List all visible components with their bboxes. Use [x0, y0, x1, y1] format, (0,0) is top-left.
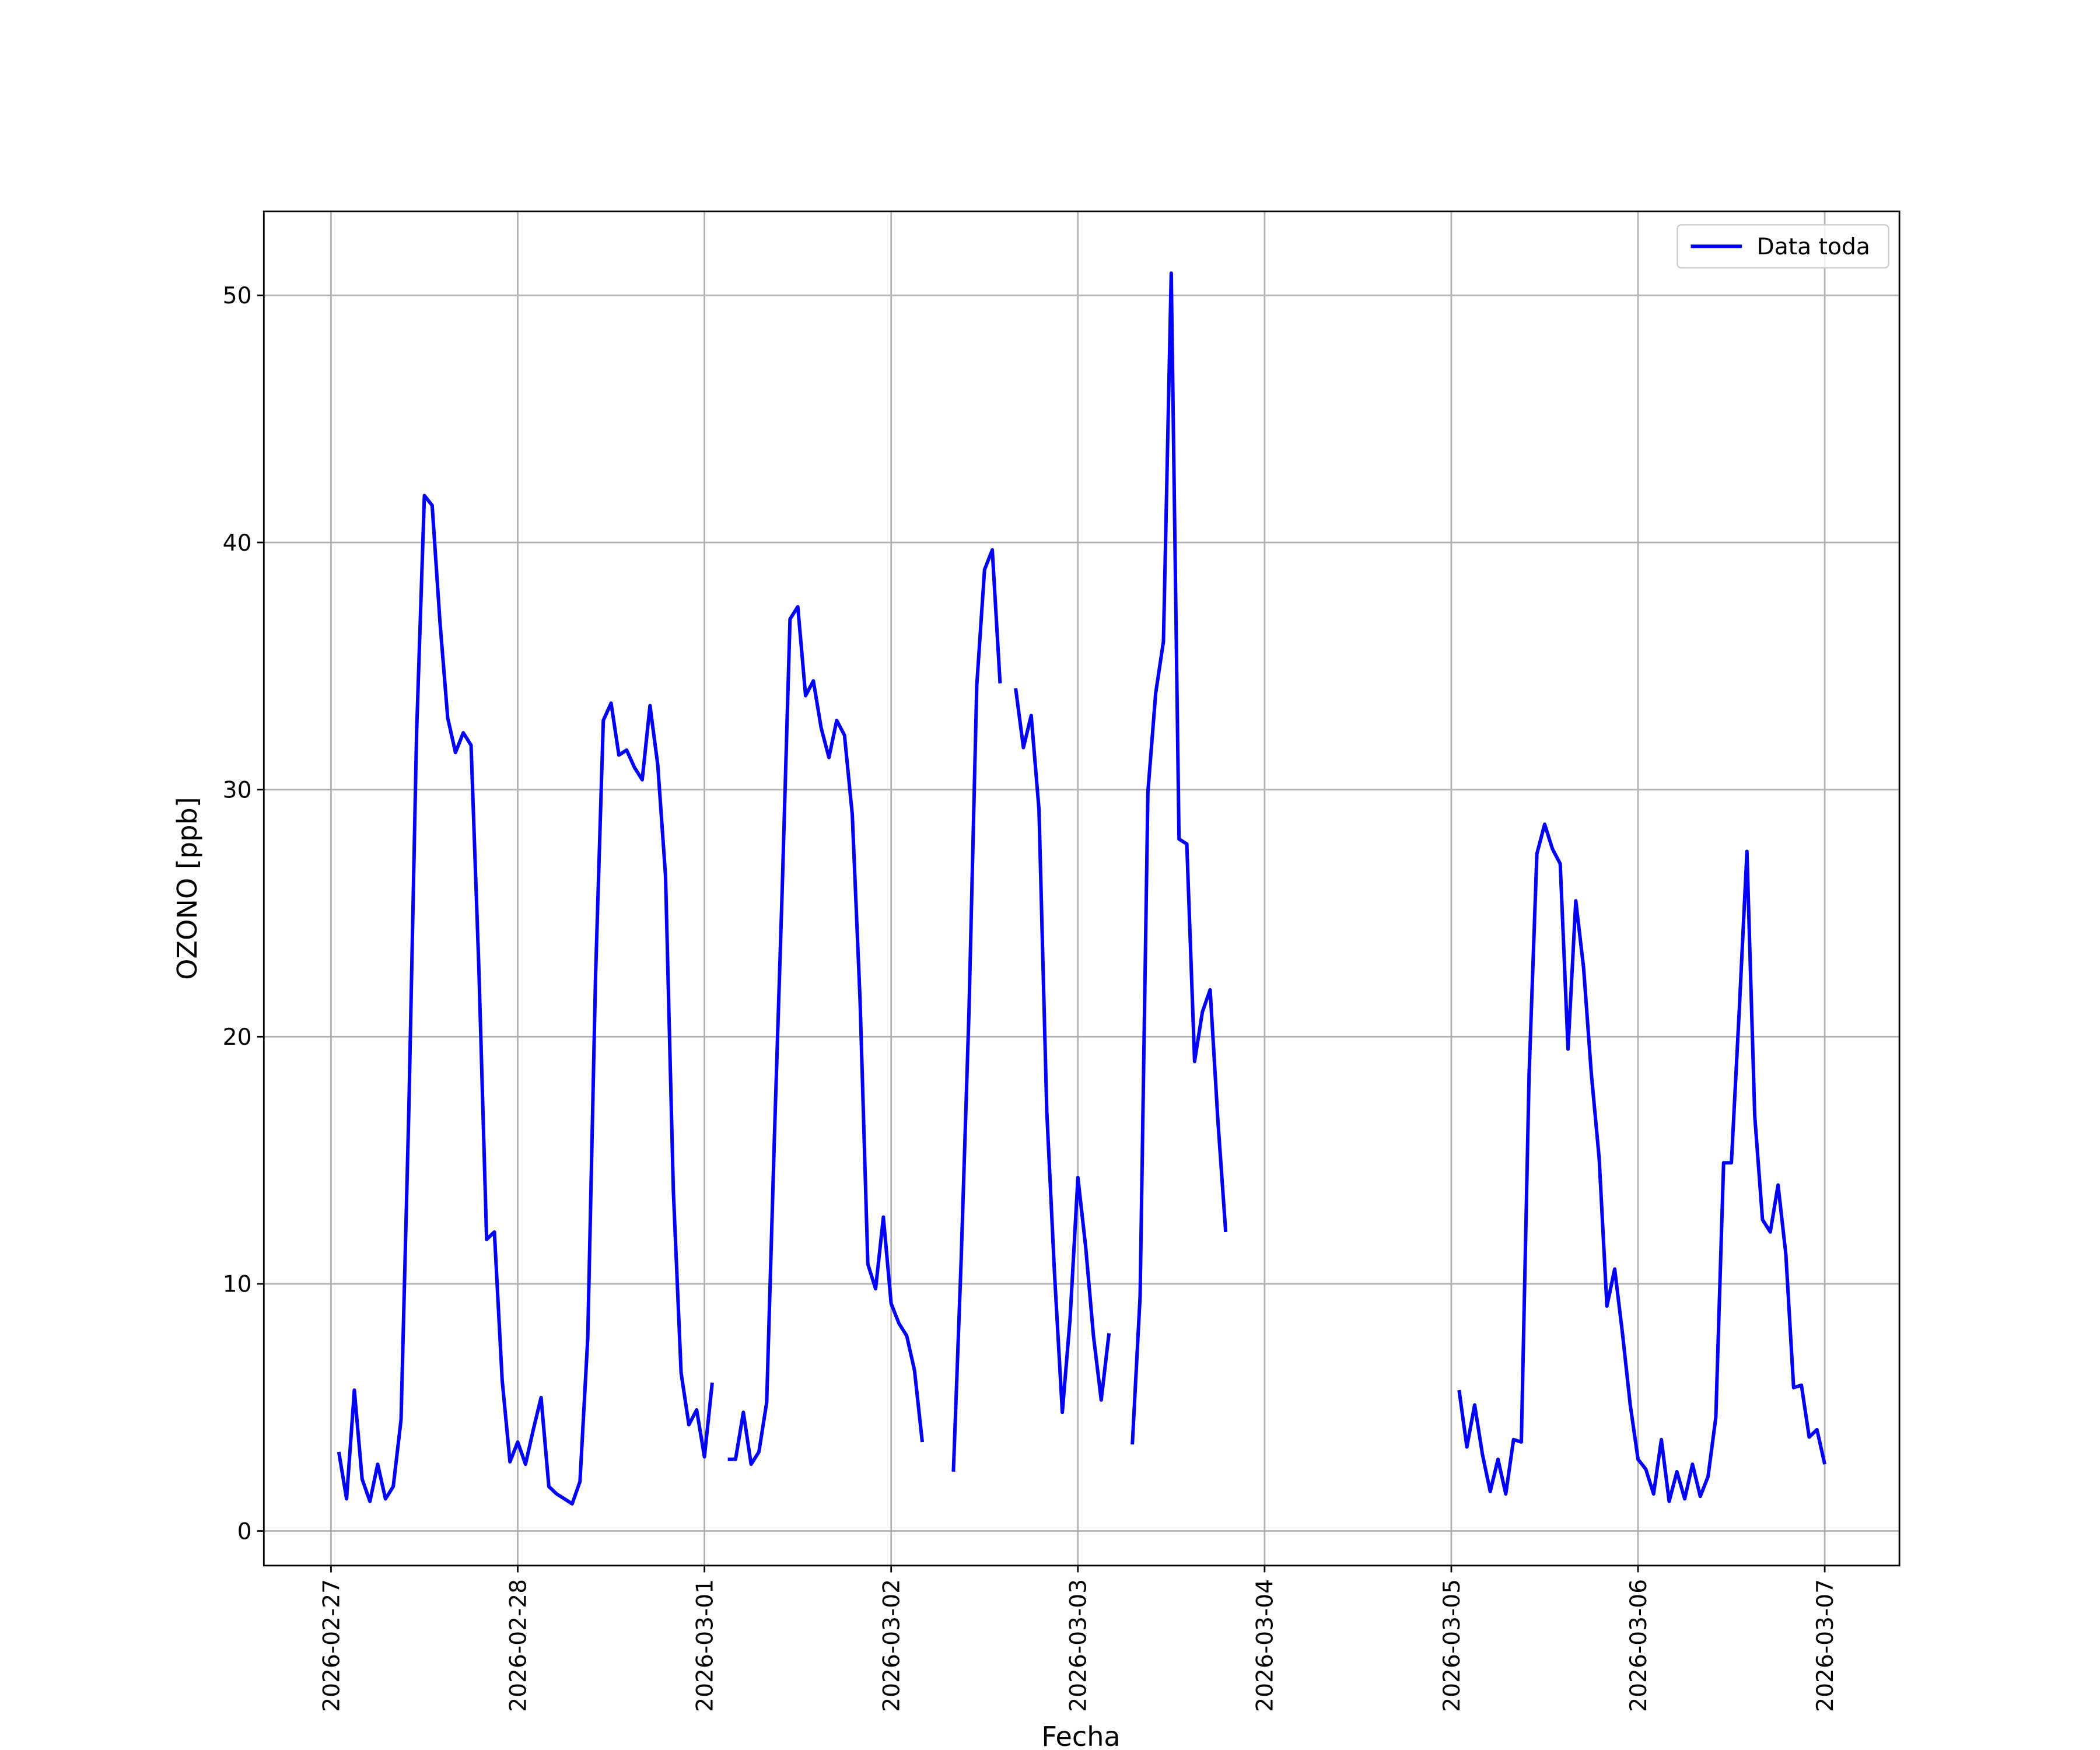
- x-axis-label: Fecha: [1041, 1721, 1120, 1750]
- x-tick-label: 2026-03-05: [1439, 1579, 1465, 1712]
- x-tick-label: 2026-03-06: [1626, 1579, 1652, 1712]
- y-tick-label: 40: [223, 530, 252, 556]
- legend-box: [1676, 224, 1889, 269]
- legend-label: Data toda: [1757, 234, 1870, 260]
- y-axis-label: OZONO [ppb]: [172, 797, 203, 980]
- y-tick-label: 0: [237, 1518, 252, 1545]
- x-tick-label: 2026-03-03: [1066, 1579, 1092, 1712]
- y-tick-label: 50: [223, 283, 252, 309]
- data-line: [337, 271, 1827, 1506]
- x-tick-label: 2026-03-01: [692, 1579, 718, 1712]
- x-tick-label: 2026-03-02: [879, 1579, 905, 1712]
- y-tick-label: 20: [223, 1024, 252, 1051]
- x-tick-label: 2026-03-07: [1812, 1579, 1839, 1712]
- x-tick-label: 2026-02-28: [505, 1579, 531, 1712]
- x-tick-label: 2026-03-04: [1252, 1579, 1279, 1712]
- y-tick-label: 30: [223, 777, 252, 803]
- y-tick-label: 10: [223, 1272, 252, 1298]
- x-tick-label: 2026-02-27: [318, 1579, 345, 1712]
- legend: Data toda: [1676, 224, 1889, 269]
- plot-frame: [262, 210, 1901, 1567]
